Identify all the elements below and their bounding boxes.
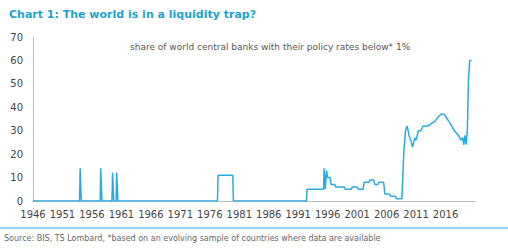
svg-text:0: 0 [17,196,23,207]
svg-text:70: 70 [10,32,23,43]
svg-text:50: 50 [10,78,23,89]
svg-text:share of world central banks w: share of world central banks with their … [130,42,411,52]
svg-text:2001: 2001 [344,209,369,220]
svg-text:1981: 1981 [227,209,252,220]
svg-text:1991: 1991 [285,209,310,220]
svg-text:2006: 2006 [374,209,399,220]
svg-text:1971: 1971 [168,209,193,220]
svg-text:1976: 1976 [197,209,222,220]
svg-text:1986: 1986 [256,209,281,220]
svg-text:60: 60 [10,55,23,66]
svg-text:1961: 1961 [109,209,134,220]
svg-text:1951: 1951 [50,209,75,220]
svg-text:20: 20 [10,149,23,160]
svg-text:1956: 1956 [79,209,104,220]
svg-text:1966: 1966 [138,209,163,220]
svg-text:40: 40 [10,102,23,113]
svg-text:Chart 1: The world is in a liq: Chart 1: The world is in a liquidity tra… [9,8,256,21]
svg-text:30: 30 [10,125,23,136]
svg-text:10: 10 [10,172,23,183]
svg-text:Source: BIS, TS Lombard, *base: Source: BIS, TS Lombard, *based on an ev… [4,234,381,243]
svg-text:2016: 2016 [433,209,458,220]
svg-text:1996: 1996 [315,209,340,220]
svg-text:2011: 2011 [403,209,428,220]
svg-text:1946: 1946 [20,209,45,220]
